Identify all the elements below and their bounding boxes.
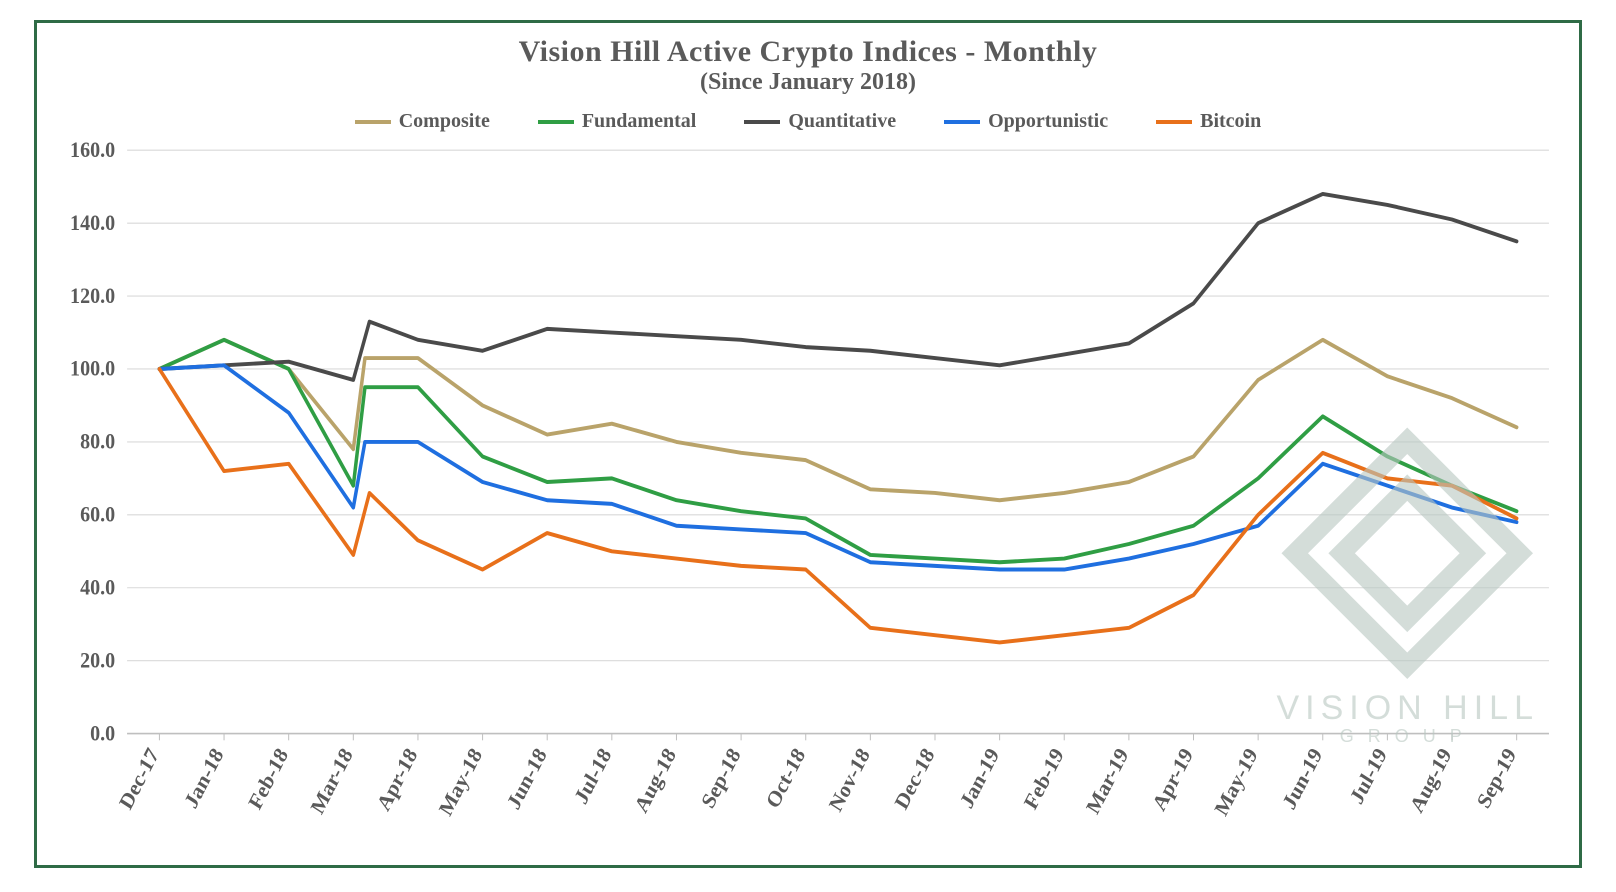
svg-text:Jul-19: Jul-19 xyxy=(1345,744,1391,808)
legend-swatch xyxy=(944,120,980,124)
svg-text:Sep-18: Sep-18 xyxy=(697,744,745,813)
legend-item-quantitative: Quantitative xyxy=(744,110,896,133)
svg-text:Apr-19: Apr-19 xyxy=(1148,744,1198,815)
svg-text:Oct-18: Oct-18 xyxy=(761,744,809,813)
svg-text:Jun-19: Jun-19 xyxy=(1278,744,1327,814)
legend-label: Fundamental xyxy=(582,110,696,133)
x-axis: Dec-17 Jan-18 Feb-18 Mar-18 Apr-18May-18 Jun-… xyxy=(114,734,1520,820)
legend-item-opportunistic: Opportunistic xyxy=(944,110,1108,133)
legend-item-bitcoin: Bitcoin xyxy=(1156,110,1261,133)
svg-text:May-19: May-19 xyxy=(1210,744,1262,820)
svg-text:0.0: 0.0 xyxy=(90,720,115,745)
legend-label: Quantitative xyxy=(788,110,896,133)
svg-text:Nov-18: Nov-18 xyxy=(824,744,874,816)
svg-text:Aug-18: Aug-18 xyxy=(630,744,681,817)
svg-text:Mar-18: Mar-18 xyxy=(306,744,357,818)
svg-text:Jan-19: Jan-19 xyxy=(955,744,1003,813)
svg-text:120.0: 120.0 xyxy=(70,283,115,308)
svg-text:80.0: 80.0 xyxy=(80,429,115,454)
legend-item-composite: Composite xyxy=(355,110,490,133)
svg-text:40.0: 40.0 xyxy=(80,574,115,599)
legend-label: Bitcoin xyxy=(1200,110,1261,133)
line-chart-svg: 0.0 20.0 40.0 60.0 80.0 100.0 120.0 140.0 160.0 D… xyxy=(47,139,1569,857)
svg-text:May-18: May-18 xyxy=(434,744,486,820)
svg-text:Mar-19: Mar-19 xyxy=(1082,744,1133,818)
svg-text:Jul-18: Jul-18 xyxy=(570,744,616,808)
svg-text:140.0: 140.0 xyxy=(70,210,115,235)
legend-swatch xyxy=(1156,120,1192,124)
series-composite xyxy=(159,340,1516,500)
legend-item-fundamental: Fundamental xyxy=(538,110,696,133)
svg-text:160.0: 160.0 xyxy=(70,139,115,162)
svg-text:20.0: 20.0 xyxy=(80,647,115,672)
svg-text:Jan-18: Jan-18 xyxy=(180,744,228,813)
legend-swatch xyxy=(744,120,780,124)
series-quantitative xyxy=(159,194,1516,380)
chart-plot-area: 0.0 20.0 40.0 60.0 80.0 100.0 120.0 140.0 160.0 D… xyxy=(47,139,1569,857)
legend-label: Composite xyxy=(399,110,490,133)
svg-text:60.0: 60.0 xyxy=(80,502,115,527)
svg-text:Feb-18: Feb-18 xyxy=(244,744,293,814)
chart-container: Vision Hill Active Crypto Indices - Mont… xyxy=(0,0,1616,892)
chart-legend: Composite Fundamental Quantitative Opportun… xyxy=(47,110,1569,133)
chart-subtitle: (Since January 2018) xyxy=(47,69,1569,96)
svg-text:Dec-18: Dec-18 xyxy=(890,744,939,814)
chart-frame: Vision Hill Active Crypto Indices - Mont… xyxy=(34,20,1582,868)
svg-text:100.0: 100.0 xyxy=(70,356,115,381)
chart-title: Vision Hill Active Crypto Indices - Mont… xyxy=(47,35,1569,69)
svg-text:Aug-19: Aug-19 xyxy=(1405,744,1456,817)
svg-text:Sep-19: Sep-19 xyxy=(1472,744,1520,813)
legend-swatch xyxy=(538,120,574,124)
legend-swatch xyxy=(355,120,391,124)
svg-text:Feb-19: Feb-19 xyxy=(1019,744,1068,814)
svg-text:Apr-18: Apr-18 xyxy=(372,744,422,815)
chart-titles: Vision Hill Active Crypto Indices - Mont… xyxy=(47,35,1569,96)
svg-text:Jun-18: Jun-18 xyxy=(502,744,551,814)
svg-text:Dec-17: Dec-17 xyxy=(114,743,163,813)
gridlines: 0.0 20.0 40.0 60.0 80.0 100.0 120.0 140.0 160.0 xyxy=(70,139,1549,746)
legend-label: Opportunistic xyxy=(988,110,1108,133)
